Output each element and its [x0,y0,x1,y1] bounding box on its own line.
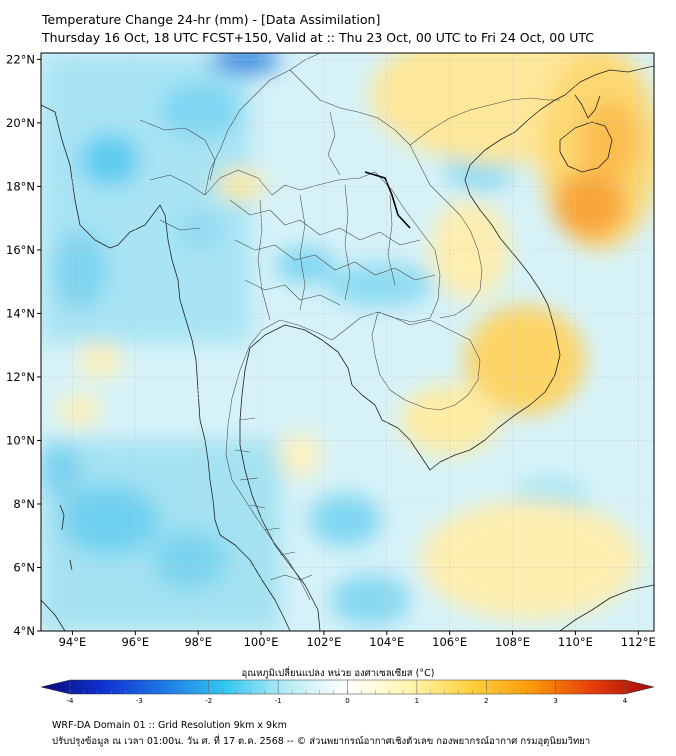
field-blob-warm-8 [420,500,640,620]
province-line-6 [344,184,351,301]
colorbar-tick-label: -2 [205,697,212,705]
colorbar-tick-label: 4 [623,697,628,705]
colorbar-tick-label: 0 [345,697,349,705]
field-blob-warm-9 [216,169,264,201]
coast-borneo [559,584,654,631]
field-blob-cool-11 [309,494,381,546]
footer-model-info: WRF-DA Domain 01 :: Grid Resolution 9km … [52,720,287,731]
field-blob-cool-4 [52,230,108,310]
coast-sumatra [41,599,66,631]
field-blob-warm-10 [78,342,122,378]
y-tick-label: 4°N [13,624,35,638]
y-tick-label: 20°N [6,116,35,130]
field-blob-cool-5 [178,212,222,248]
field-blob-cool-2 [211,53,279,74]
x-tick-label: 96°E [121,635,149,649]
x-tick-label: 100°E [244,635,279,649]
gridlines [41,53,654,632]
coast-leizhou [574,94,601,119]
coast-china-south [564,65,654,96]
x-tick-label: 110°E [558,635,593,649]
hainan-island [559,121,613,173]
y-tick-label: 6°N [13,560,35,574]
field-blob-cool-10 [152,530,228,590]
field-blob-cool-1 [80,134,140,186]
x-tick-label: 106°E [432,635,467,649]
border-myanmar-internal [139,119,216,231]
border-malaysia [269,574,313,581]
province-line-4 [257,199,271,321]
y-tick-label: 22°N [6,52,35,66]
field-blob-warm-12 [278,433,322,477]
field-blob-warm-11 [58,394,102,426]
province-line-1 [229,199,421,246]
plot-frame [40,52,655,632]
border-vietnam-china [409,97,560,146]
border-china-laos [289,69,411,146]
x-tick-label: 112°E [621,635,656,649]
province-line-south [234,417,296,556]
axes: 94°E 96°E 98°E 100°E 102°E 104°E 106°E 108°E 110… [6,52,656,649]
field-blob-warm-5 [465,305,585,415]
border-cambodia [371,311,481,411]
highlight-border [364,171,411,229]
colorbar-tick-label: 1 [415,697,419,705]
y-tick-label: 18°N [6,179,35,193]
field-blob-warm-7 [400,385,500,455]
field-blob-cool-14 [41,442,82,498]
province-line-2 [234,239,436,281]
x-tick-label: 104°E [369,635,404,649]
chart-subtitle: Thursday 16 Oct, 18 UTC FCST+150, Valid … [42,30,594,45]
footer-credit: ปรับปรุงข้อมูล ณ เวลา 01:00น. วัน ศ. ที่… [52,736,591,747]
colorbar-tick-label: 2 [484,697,488,705]
x-tick-label: 94°E [59,635,87,649]
y-tick-label: 10°N [6,433,35,447]
border-laos [327,111,483,319]
colorbar-tick-label: -1 [275,697,282,705]
field-blob-cool-12 [330,574,410,626]
x-tick-label: 102°E [306,635,341,649]
colorbar-ticks: -4 -3 -2 -1 0 1 2 3 4 [67,680,628,705]
border-myanmar-china [204,53,321,196]
coast-indochina-east [351,94,566,471]
field-blob-cool-6 [275,247,335,283]
x-tick-label: 108°E [495,635,530,649]
field-blob-cool-9 [60,485,160,555]
province-line-5 [299,194,306,311]
colorbar-title: อุณหภูมิเปลี่ยนแปลง หน่วย องศาเซลเซียส (… [241,668,435,679]
temperature-field [41,53,654,631]
y-tick-label: 12°N [6,370,35,384]
field-blob-cool-7 [325,263,435,307]
colorbar-tick-label: -3 [136,697,143,705]
y-tick-label: 8°N [13,497,35,511]
field-blob-cool-3 [160,82,240,138]
highlight-border-segment [364,171,411,229]
colorbar: -4 -3 -2 -1 0 1 2 3 4 [40,679,655,705]
y-tick-label: 16°N [6,243,35,257]
field-blob-warm-3 [554,171,626,239]
coast-gulf-west [239,324,353,631]
province-line-7 [387,194,396,286]
y-tick-label: 14°N [6,306,35,320]
x-tick-label: 98°E [184,635,212,649]
andaman-island [59,504,65,531]
colorbar-tick-label: 3 [553,697,557,705]
field-blob-warm-4 [580,100,640,180]
province-boundaries [139,53,560,601]
coast-peninsula-west [219,534,291,631]
colorbar-tick-label: -4 [67,697,75,705]
nicobar-island [69,559,73,571]
chart-title: Temperature Change 24-hr (mm) - [Data As… [42,12,381,27]
